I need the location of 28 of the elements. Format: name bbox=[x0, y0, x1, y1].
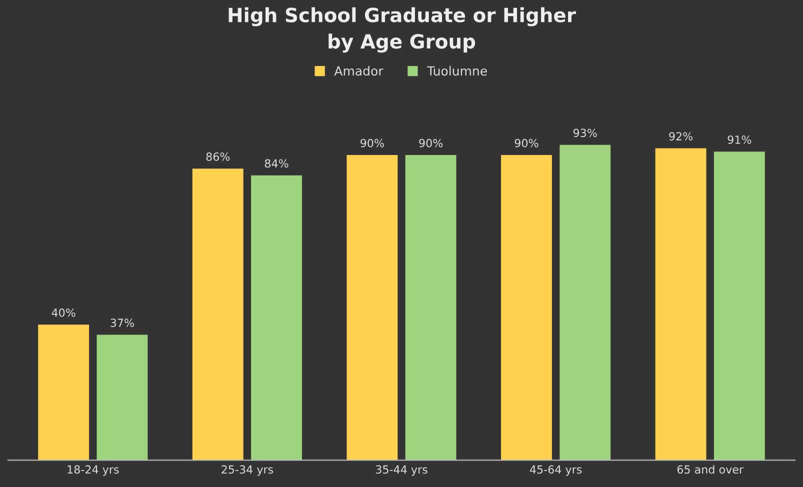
data-label: 90% bbox=[419, 138, 443, 148]
data-label: 93% bbox=[573, 128, 597, 138]
data-label: 37% bbox=[110, 318, 134, 328]
bar bbox=[251, 175, 302, 460]
x-tick-label: 18-24 yrs bbox=[68, 465, 119, 476]
x-tick-label: 25-34 yrs bbox=[222, 465, 274, 476]
x-tick-label: 65 and over bbox=[677, 465, 744, 474]
bar bbox=[655, 148, 706, 460]
data-label: 84% bbox=[264, 159, 288, 168]
data-label: 92% bbox=[669, 132, 693, 141]
data-label: 40% bbox=[52, 308, 76, 317]
data-label: 86% bbox=[206, 152, 230, 161]
legend-label: Amador bbox=[334, 66, 384, 76]
bar bbox=[346, 155, 398, 460]
bar bbox=[560, 144, 611, 460]
x-tick-label: 45-64 yrs bbox=[530, 465, 582, 476]
data-label: 91% bbox=[728, 135, 752, 144]
legend-label: Tuolumne bbox=[427, 66, 487, 76]
bar bbox=[38, 324, 90, 460]
data-label: 90% bbox=[514, 138, 538, 148]
bar bbox=[501, 155, 552, 460]
bar bbox=[96, 334, 148, 460]
chart-title: High School Graduate or Higher by Age Group bbox=[228, 7, 576, 53]
bar bbox=[405, 155, 456, 460]
x-tick-label: 35-44 yrs bbox=[376, 465, 428, 476]
bar bbox=[714, 152, 765, 460]
bar bbox=[192, 168, 244, 460]
data-label: 90% bbox=[360, 138, 384, 148]
